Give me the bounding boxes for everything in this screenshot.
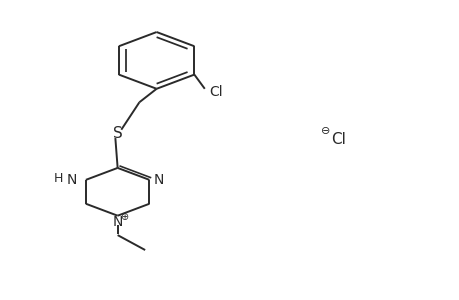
Text: H: H <box>54 172 63 185</box>
Text: Cl: Cl <box>330 132 345 147</box>
Text: ⊕: ⊕ <box>120 212 129 222</box>
Text: ⊖: ⊖ <box>320 126 330 136</box>
Text: S: S <box>112 126 122 141</box>
Text: N: N <box>153 173 163 187</box>
Text: Cl: Cl <box>209 85 223 99</box>
Text: N: N <box>112 215 123 229</box>
Text: N: N <box>67 173 77 187</box>
